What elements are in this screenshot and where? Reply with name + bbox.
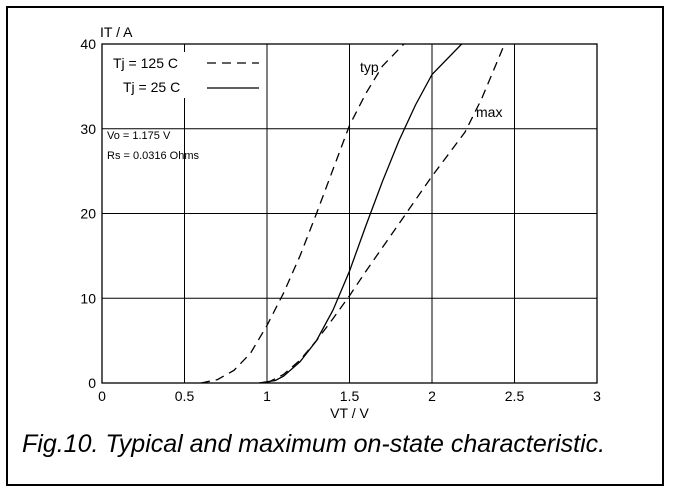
y-tick-label: 40 <box>80 36 96 52</box>
x-tick-label: 0 <box>98 388 106 404</box>
legend-background <box>109 52 197 98</box>
y-tick-label: 0 <box>88 375 96 391</box>
x-tick-label: 2 <box>428 388 436 404</box>
series-line-1-typ-dashed <box>200 44 405 383</box>
x-tick-label: 3 <box>593 388 601 404</box>
x-tick-label: 2.5 <box>505 388 525 404</box>
x-tick-label: 0.5 <box>175 388 195 404</box>
legend-label-tj-125: Tj = 125 C <box>113 55 178 71</box>
y-tick-label: 30 <box>80 121 96 137</box>
annotation-vo: Vo = 1.175 V <box>107 130 171 142</box>
annotation-typ: typ <box>360 59 379 75</box>
series-line-2-typ-solid <box>258 44 463 383</box>
y-tick-label: 20 <box>80 206 96 222</box>
annotation-max: max <box>476 104 502 120</box>
figure-caption: Fig.10. Typical and maximum on-state cha… <box>22 430 606 458</box>
y-tick-label: 10 <box>80 290 96 306</box>
series-line-3-max-dashed <box>266 44 506 383</box>
x-tick-label: 1.5 <box>340 388 360 404</box>
y-axis-label: IT / A <box>100 24 133 40</box>
x-tick-label: 1 <box>263 388 271 404</box>
annotation-rs: Rs = 0.0316 Ohms <box>107 150 200 162</box>
legend-label-tj-25: Tj = 25 C <box>123 79 180 95</box>
x-axis-label: VT / V <box>330 405 369 421</box>
